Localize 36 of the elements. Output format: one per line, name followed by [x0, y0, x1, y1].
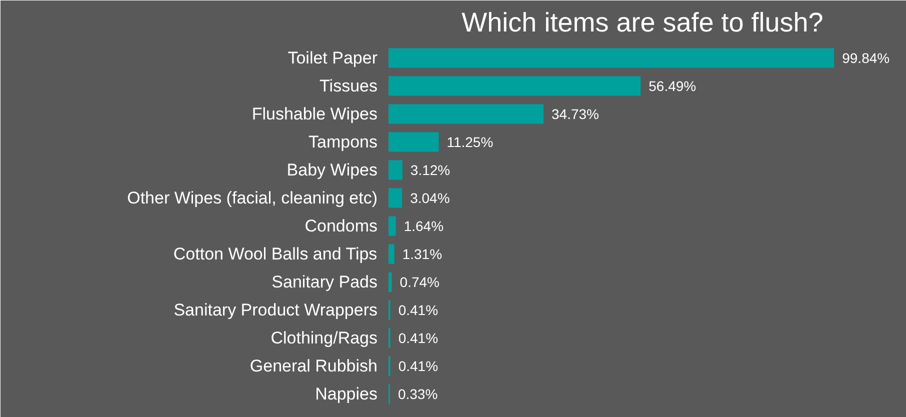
- bar: [388, 188, 402, 208]
- y-tick-label: Flushable Wipes: [252, 104, 378, 124]
- y-tick-label: Baby Wipes: [286, 160, 378, 180]
- data-label: 0.74%: [400, 274, 440, 290]
- y-tick-label: Clothing/Rags: [270, 328, 378, 348]
- bar: [388, 244, 394, 264]
- data-label: 99.84%: [842, 50, 890, 66]
- data-label: 34.73%: [552, 106, 599, 122]
- data-label: 0.41%: [398, 358, 438, 374]
- y-tick-label: Other Wipes (facial, cleaning etc): [127, 188, 378, 208]
- bar: [388, 132, 439, 152]
- y-tick-label: General Rubbish: [250, 356, 378, 376]
- bar: [388, 48, 834, 68]
- bar: [388, 272, 392, 292]
- y-tick-label: Toilet Paper: [288, 48, 378, 68]
- bar: [388, 104, 544, 124]
- bar: [388, 160, 402, 180]
- data-label: 1.31%: [402, 246, 442, 262]
- data-label: 0.33%: [398, 386, 438, 402]
- y-tick-label: Nappies: [315, 384, 378, 404]
- data-label: 0.41%: [398, 302, 438, 318]
- data-label: 3.12%: [410, 162, 450, 178]
- y-tick-label: Sanitary Pads: [272, 272, 378, 292]
- y-tick-label: Sanitary Product Wrappers: [174, 300, 378, 320]
- data-label: 11.25%: [446, 134, 494, 150]
- chart-title: Which items are safe to flush?: [462, 8, 824, 38]
- bar: [388, 76, 641, 96]
- bar: [388, 216, 396, 236]
- y-tick-label: Tampons: [308, 132, 378, 152]
- data-label: 56.49%: [648, 78, 696, 94]
- y-tick-label: Tissues: [320, 76, 378, 96]
- data-label: 1.64%: [404, 218, 444, 234]
- data-label: 3.04%: [410, 190, 450, 206]
- data-label: 0.41%: [398, 330, 438, 346]
- y-tick-label: Condoms: [304, 216, 378, 236]
- y-tick-label: Cotton Wool Balls and Tips: [173, 244, 378, 264]
